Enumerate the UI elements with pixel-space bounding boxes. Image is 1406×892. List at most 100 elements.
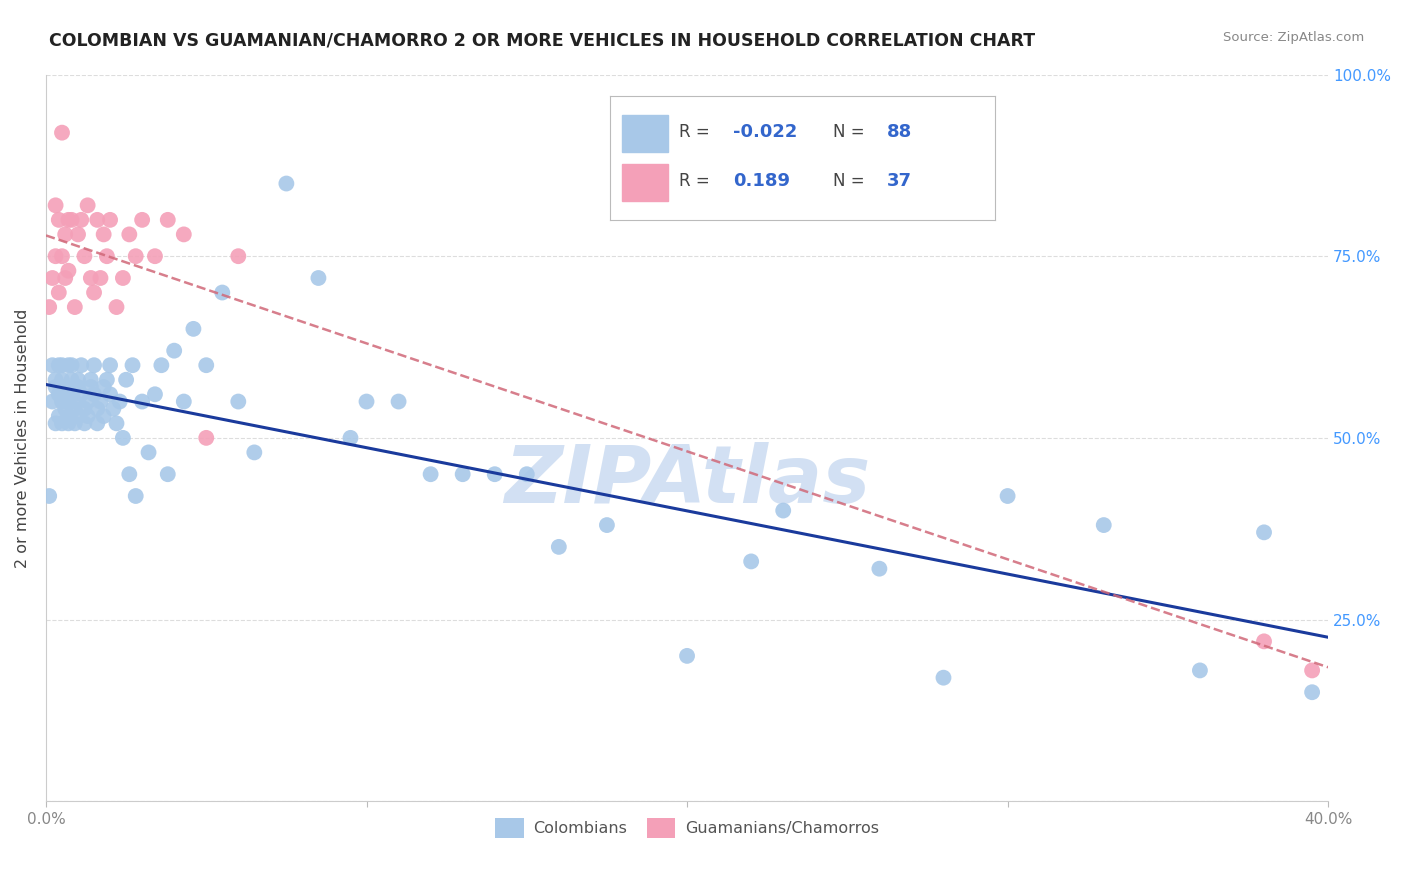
Point (63, 401, 86, 416)
Point (89, 271, 111, 285)
Point (103, 401, 125, 416)
Point (80, 271, 103, 285)
Point (243, 445, 266, 459)
Point (51, 394, 73, 409)
Point (45, 249, 67, 263)
Point (93, 409, 115, 423)
Point (48, 212, 70, 227)
Point (73, 401, 96, 416)
Point (89, 394, 111, 409)
Point (51, 249, 73, 263)
Point (226, 394, 249, 409)
Point (45, 373, 67, 387)
Point (932, 671, 955, 685)
Point (156, 467, 179, 482)
Point (86, 212, 108, 227)
Point (58, 394, 80, 409)
Point (60, 373, 83, 387)
Point (195, 358, 218, 372)
Point (58, 409, 80, 423)
Point (66, 409, 89, 423)
Point (173, 394, 195, 409)
Point (150, 358, 173, 372)
Point (53, 271, 76, 285)
Point (131, 212, 153, 227)
Point (98, 387, 121, 401)
Point (111, 431, 134, 445)
Point (48, 387, 70, 401)
Point (143, 387, 166, 401)
Point (80, 380, 103, 394)
Point (45, 198, 67, 212)
Point (63, 417, 86, 431)
Point (516, 467, 538, 482)
Point (58, 417, 80, 431)
Point (41, 394, 63, 409)
Text: ZIPAtlas: ZIPAtlas (503, 442, 870, 520)
Point (1188, 664, 1211, 678)
Point (387, 394, 409, 409)
Point (76, 394, 98, 409)
Point (60, 387, 83, 401)
Point (86, 401, 108, 416)
Text: Source: ZipAtlas.com: Source: ZipAtlas.com (1223, 31, 1364, 45)
Point (111, 271, 134, 285)
Legend: Colombians, Guamanians/Chamorros: Colombians, Guamanians/Chamorros (489, 812, 886, 844)
Point (131, 394, 153, 409)
Point (38, 489, 60, 503)
Point (156, 212, 179, 227)
Point (484, 467, 506, 482)
Point (53, 227, 76, 242)
Point (93, 227, 115, 242)
Point (76, 409, 98, 423)
Point (38, 300, 60, 314)
Point (339, 431, 361, 445)
Point (41, 271, 63, 285)
Point (125, 249, 148, 263)
Point (226, 249, 249, 263)
Point (307, 271, 329, 285)
Point (118, 467, 141, 482)
Point (63, 300, 86, 314)
Point (73, 417, 96, 431)
Point (163, 343, 186, 358)
Point (1301, 664, 1323, 678)
Point (48, 409, 70, 423)
Point (105, 417, 128, 431)
Point (419, 467, 441, 482)
Point (740, 554, 762, 568)
Point (195, 431, 218, 445)
Point (121, 358, 143, 372)
Point (83, 358, 105, 372)
Point (60, 212, 83, 227)
Point (53, 380, 76, 394)
Point (211, 285, 233, 300)
Point (276, 177, 298, 191)
Point (51, 126, 73, 140)
Point (58, 212, 80, 227)
Point (183, 322, 205, 336)
Point (1253, 634, 1275, 648)
Point (70, 358, 93, 372)
Point (138, 445, 160, 459)
Point (93, 380, 115, 394)
Point (83, 387, 105, 401)
Point (76, 198, 98, 212)
Point (41, 358, 63, 372)
Point (96, 249, 118, 263)
Point (45, 380, 67, 394)
Point (1301, 685, 1323, 699)
Point (48, 285, 70, 300)
Point (1092, 518, 1115, 533)
Point (105, 300, 128, 314)
Point (51, 373, 73, 387)
Point (86, 417, 108, 431)
Point (547, 540, 569, 554)
Text: COLOMBIAN VS GUAMANIAN/CHAMORRO 2 OR MORE VEHICLES IN HOUSEHOLD CORRELATION CHAR: COLOMBIAN VS GUAMANIAN/CHAMORRO 2 OR MOR… (49, 31, 1035, 49)
Point (58, 358, 80, 372)
Point (83, 285, 105, 300)
Point (676, 648, 699, 663)
Point (772, 503, 794, 517)
Point (66, 227, 89, 242)
Point (96, 373, 118, 387)
